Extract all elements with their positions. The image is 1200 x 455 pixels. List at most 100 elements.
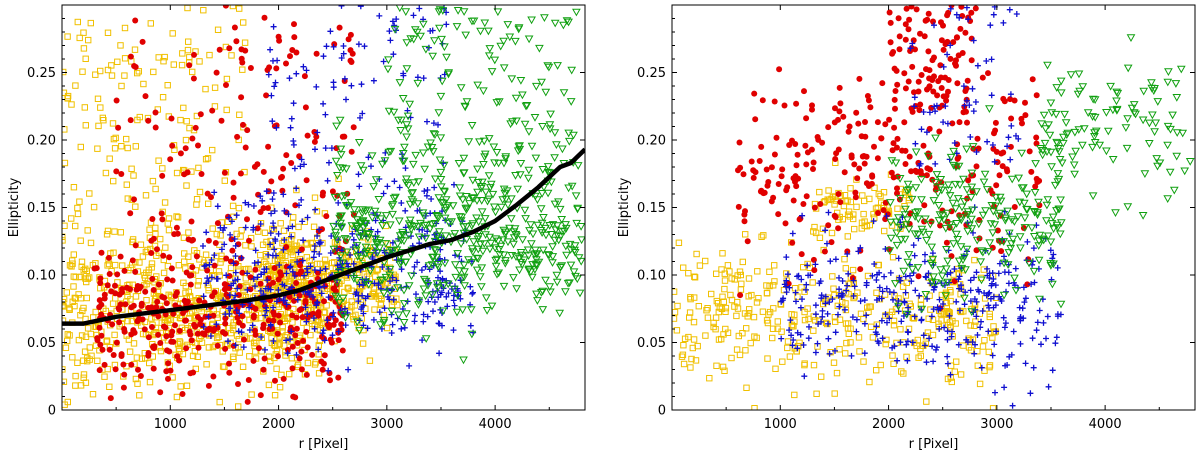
data-point <box>887 269 894 276</box>
data-point <box>96 324 103 331</box>
data-point <box>472 254 482 263</box>
data-point <box>995 193 1005 202</box>
data-point <box>1017 149 1027 158</box>
data-point <box>288 115 295 122</box>
data-point <box>311 248 318 255</box>
data-point <box>854 175 861 182</box>
data-point <box>989 142 996 148</box>
data-point <box>1051 110 1061 119</box>
data-point <box>981 337 988 344</box>
data-point <box>171 231 178 238</box>
data-point <box>818 318 824 325</box>
data-point <box>472 266 482 275</box>
data-point <box>855 120 862 127</box>
data-point <box>357 5 364 10</box>
data-point <box>336 24 343 31</box>
data-point <box>972 188 981 197</box>
data-point <box>520 120 530 129</box>
data-point <box>246 327 253 333</box>
data-point <box>1090 129 1099 138</box>
data-point <box>444 70 453 79</box>
data-point <box>948 199 958 208</box>
data-point <box>799 212 806 219</box>
data-point <box>335 268 345 276</box>
data-point <box>982 186 992 194</box>
data-point <box>426 139 435 148</box>
data-point <box>989 352 996 359</box>
series-group-4 <box>329 5 585 365</box>
data-point <box>371 239 381 247</box>
data-point <box>964 77 971 84</box>
data-point <box>437 198 446 207</box>
data-point <box>160 323 167 330</box>
data-point <box>138 355 146 362</box>
data-point <box>112 366 119 373</box>
data-point <box>294 258 301 265</box>
data-point <box>479 161 488 169</box>
data-point <box>121 72 128 79</box>
data-point <box>189 68 196 76</box>
data-point <box>491 262 501 271</box>
data-point <box>722 325 729 333</box>
data-point <box>500 230 510 239</box>
data-point <box>270 304 277 311</box>
data-point <box>949 147 958 156</box>
data-point <box>965 177 972 184</box>
data-point <box>995 270 1002 277</box>
data-point <box>1038 147 1048 155</box>
data-point <box>468 176 478 185</box>
data-point <box>311 194 319 201</box>
data-point <box>370 77 377 84</box>
data-point <box>861 350 868 357</box>
data-point <box>713 362 720 370</box>
data-point <box>271 265 278 271</box>
data-point <box>390 296 397 303</box>
data-point <box>257 392 264 399</box>
data-point <box>812 229 820 237</box>
data-point <box>704 314 712 321</box>
data-point <box>980 266 987 273</box>
data-point <box>891 124 898 131</box>
data-point <box>300 273 307 281</box>
data-point <box>255 345 262 352</box>
data-point <box>713 270 720 278</box>
data-point <box>203 280 210 287</box>
data-point <box>222 330 229 337</box>
data-point <box>894 357 901 364</box>
data-point <box>794 345 801 352</box>
data-point <box>88 352 95 360</box>
data-point <box>109 120 117 127</box>
data-point <box>173 213 180 220</box>
data-point <box>527 142 537 151</box>
data-point <box>104 282 111 289</box>
data-point <box>364 206 373 215</box>
data-point <box>474 218 484 227</box>
data-point <box>1057 159 1067 168</box>
data-point <box>235 204 243 212</box>
data-point <box>988 92 995 99</box>
data-point <box>897 326 904 333</box>
data-point <box>268 92 275 99</box>
data-point <box>860 315 867 323</box>
data-point <box>853 203 860 211</box>
data-point <box>849 314 856 321</box>
data-point <box>718 305 726 313</box>
data-point <box>164 220 172 227</box>
data-point <box>135 68 143 75</box>
data-point <box>325 294 332 301</box>
data-point <box>1078 83 1088 91</box>
data-point <box>573 205 582 214</box>
data-point <box>827 258 834 265</box>
data-point <box>385 221 395 230</box>
data-point <box>406 362 413 369</box>
data-point <box>141 326 148 333</box>
data-point <box>878 135 885 142</box>
data-point <box>800 201 807 207</box>
data-point <box>844 282 851 289</box>
data-point <box>960 198 969 206</box>
data-point <box>487 302 497 311</box>
data-point <box>1045 131 1055 140</box>
data-point <box>478 178 487 187</box>
data-point <box>280 297 287 304</box>
data-point <box>174 214 182 221</box>
